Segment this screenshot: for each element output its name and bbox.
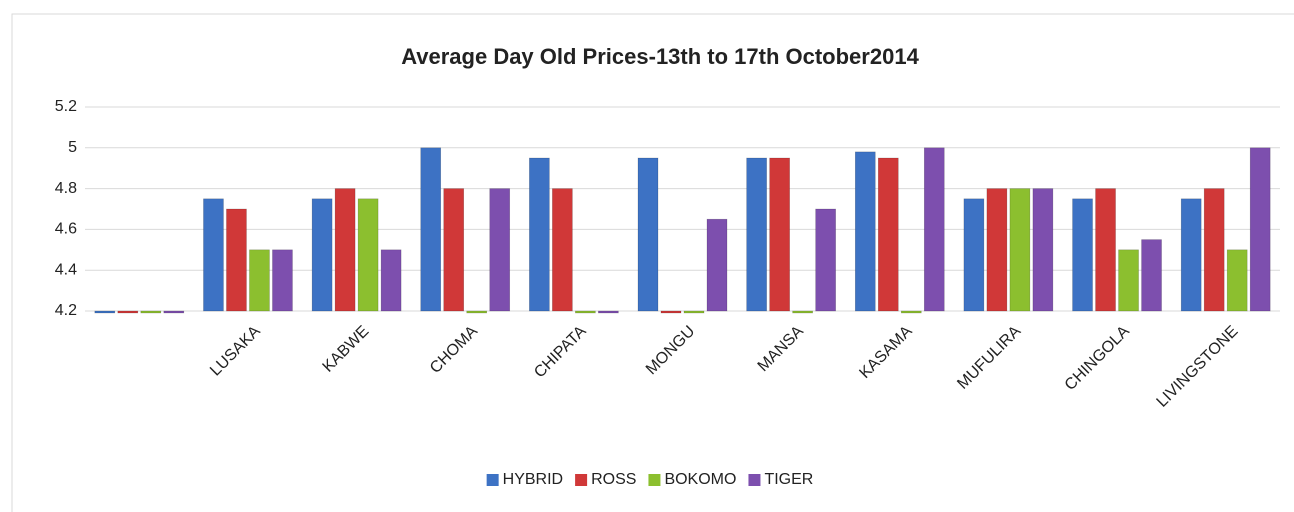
legend-label: ROSS [591, 471, 636, 488]
legend-swatch [748, 474, 761, 486]
legend-swatch [575, 474, 588, 486]
bar [380, 249, 402, 312]
bar [1249, 147, 1271, 312]
legend-label: TIGER [764, 471, 813, 488]
bar [420, 147, 442, 312]
bar [854, 151, 876, 312]
bar [1118, 249, 1139, 312]
bar [443, 188, 465, 312]
legend-label: BOKOMO [664, 471, 736, 488]
bar [466, 310, 488, 314]
bar [529, 157, 550, 312]
bar [637, 157, 659, 312]
bar [117, 310, 139, 314]
bar [683, 310, 705, 314]
bar [94, 310, 116, 314]
bar [1072, 198, 1093, 312]
y-tick-label: 5 [68, 139, 77, 156]
bar [1032, 188, 1054, 312]
y-tick-label: 4.4 [55, 261, 77, 278]
y-tick-label: 4.8 [55, 180, 77, 197]
bar [815, 208, 836, 312]
bar [552, 188, 573, 312]
y-tick-label: 5.2 [55, 98, 77, 115]
y-tick-label: 4.6 [55, 221, 77, 238]
bar [489, 188, 511, 312]
bar [598, 310, 619, 314]
bar [923, 147, 945, 312]
y-tick-label: 4.2 [55, 302, 77, 319]
bar [575, 310, 596, 314]
bar [706, 218, 728, 312]
bar [1141, 239, 1162, 312]
bar [272, 249, 293, 312]
bar [792, 310, 813, 314]
bar [1009, 188, 1031, 312]
legend-swatch [486, 474, 499, 486]
bar [357, 198, 379, 312]
legend-label: HYBRID [503, 471, 563, 488]
bar [1180, 198, 1202, 312]
bar [746, 157, 767, 312]
bar [163, 310, 185, 314]
bar [660, 310, 682, 314]
bar [226, 208, 247, 312]
bar [249, 249, 270, 312]
bar [769, 157, 790, 312]
bar [311, 198, 333, 312]
legend-swatch [648, 474, 661, 486]
bar [963, 198, 985, 312]
chart-title: Average Day Old Prices-13th to 17th Octo… [401, 44, 919, 69]
bar [900, 310, 922, 314]
bar [140, 310, 162, 314]
bar [1095, 188, 1116, 312]
bar [1203, 188, 1225, 312]
bar [986, 188, 1008, 312]
bar [203, 198, 224, 312]
bar [334, 188, 356, 312]
bar [1226, 249, 1248, 312]
bar [877, 157, 899, 312]
